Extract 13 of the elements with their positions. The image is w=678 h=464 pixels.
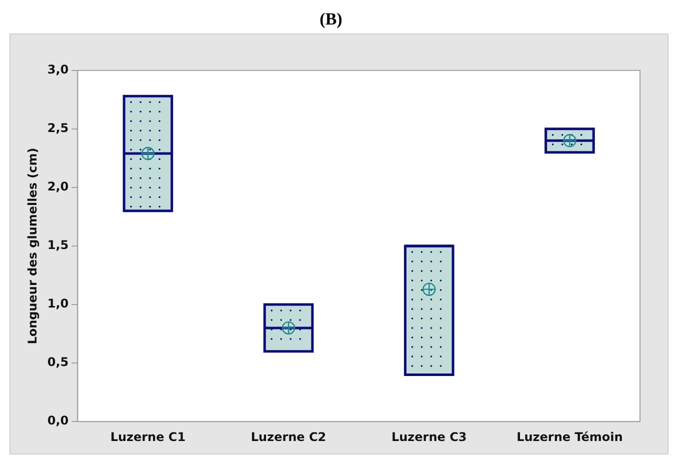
x-tick-label: Luzerne C3: [391, 430, 467, 444]
x-tick-label: Luzerne C1: [110, 430, 186, 444]
y-tick-label: 0,5: [47, 355, 69, 370]
y-tick-label: 3,0: [47, 62, 69, 77]
y-tick-label: 2,5: [47, 121, 69, 136]
y-tick-label: 0,0: [47, 414, 69, 428]
y-tick-label: 2,0: [47, 180, 69, 194]
y-tick-label: 1,0: [47, 296, 69, 311]
x-tick-label: Luzerne C2: [250, 430, 326, 444]
y-axis-title: Longueur des glumelles (cm): [25, 148, 40, 344]
chart-title: (B): [320, 10, 342, 29]
y-tick-label: 1,5: [47, 238, 69, 252]
x-tick-label: Luzerne Témoin: [516, 430, 623, 444]
